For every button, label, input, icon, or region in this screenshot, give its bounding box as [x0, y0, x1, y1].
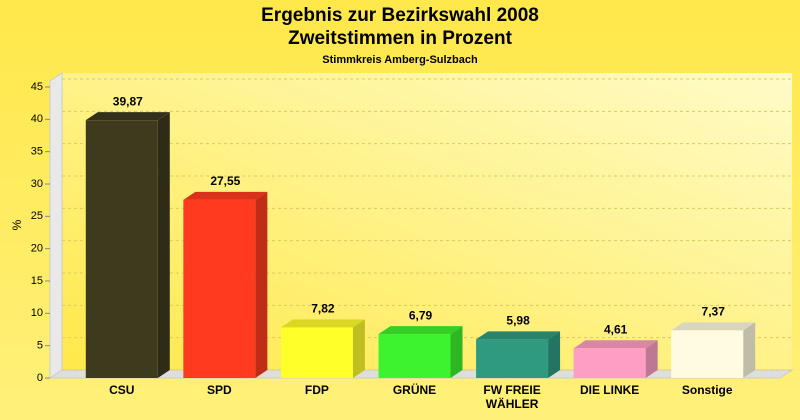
bar-top [85, 112, 170, 121]
value-label: 27,55 [210, 174, 240, 188]
bar [183, 191, 268, 378]
bar-front [671, 330, 744, 378]
bar [280, 319, 365, 378]
chart-title: Zweitstimmen in Prozent [288, 28, 512, 49]
bar-front [476, 339, 549, 378]
x-tick-label: SPD [207, 383, 232, 397]
bar-top [573, 340, 658, 349]
bar-side [548, 331, 561, 378]
bar-top [378, 326, 463, 335]
x-tick-label: DIE LINKE [579, 383, 640, 397]
y-tick-label: 20 [31, 243, 43, 255]
bar-front [378, 334, 451, 378]
bar-front [85, 120, 158, 378]
bar [573, 340, 658, 378]
y-tick-label: 0 [37, 372, 43, 384]
value-label: 6,79 [409, 308, 433, 322]
bar-front [573, 348, 646, 378]
y-tick-label: 45 [31, 81, 43, 93]
bar-side [157, 112, 170, 378]
bar [378, 326, 463, 378]
y-tick-label: 30 [31, 178, 43, 190]
x-tick-label: CSU [109, 383, 135, 397]
value-label: 4,61 [604, 322, 628, 336]
y-axis-label: % [10, 219, 24, 230]
bar [85, 112, 170, 378]
chart-title: Ergebnis zur Bezirkswahl 2008 [261, 5, 539, 26]
x-tick-label: GRÜNE [392, 383, 437, 397]
value-label: 7,37 [702, 305, 726, 319]
bar-top [476, 331, 561, 340]
y-tick-label: 5 [37, 340, 43, 352]
bar-side [255, 191, 268, 378]
y-tick-label: 40 [31, 113, 43, 125]
bar-side [743, 322, 756, 378]
bar-side [450, 326, 463, 378]
bar [671, 322, 756, 378]
value-label: 5,98 [506, 314, 530, 328]
y-tick-label: 10 [31, 307, 43, 319]
y-tick-label: 15 [31, 275, 43, 287]
y-tick-label: 35 [31, 146, 43, 158]
x-tick-label: FDP [304, 383, 329, 397]
bar-front [280, 327, 353, 378]
bar-side [352, 319, 365, 378]
bar-top [280, 319, 365, 328]
bar-top [671, 322, 756, 331]
x-tick-label: Sonstige [681, 383, 733, 397]
bar-front [183, 199, 256, 378]
plot-left-wall [49, 72, 63, 379]
bar-side [645, 340, 658, 378]
y-tick-label: 25 [31, 210, 43, 222]
x-tick-label: FW FREIE WÄHLER [483, 383, 541, 411]
bar [476, 331, 561, 378]
value-label: 39,87 [113, 94, 143, 108]
bar-top [183, 191, 268, 200]
value-label: 7,82 [311, 302, 335, 316]
chart-subtitle: Stimmkreis Amberg-Sulzbach [322, 54, 478, 66]
